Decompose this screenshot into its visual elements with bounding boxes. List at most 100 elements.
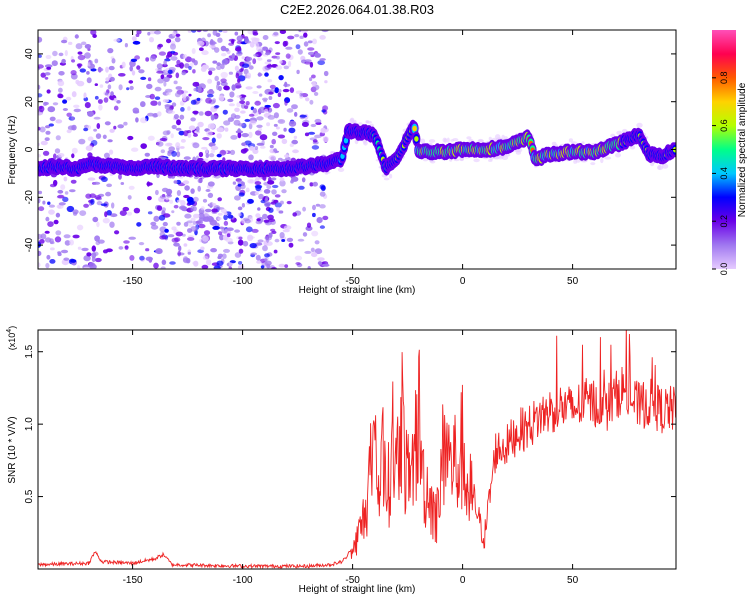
noise-mark [172,31,177,37]
noise-mark [242,240,249,247]
noise-mark [156,70,164,74]
noise-mark [320,127,327,134]
noise-mark [251,228,259,233]
noise-mark [289,87,295,93]
noise-mark [255,254,261,261]
noise-mark [167,69,173,75]
y-tick-label: 1.0 [24,417,35,431]
noise-mark [96,123,101,129]
noise-mark [256,260,262,264]
noise-mark [307,51,315,56]
noise-mark [92,34,97,38]
noise-mark [116,100,121,104]
noise-mark [283,225,292,230]
halo-mark [389,173,393,179]
noise-mark [154,30,161,35]
noise-mark [310,123,317,128]
noise-mark [256,85,262,89]
noise-mark [207,181,215,187]
noise-mark [66,129,72,134]
snr-y-axis-label: SNR (10 * V/V) [7,416,18,483]
snr-frame [37,329,677,570]
noise-mark [247,179,254,184]
noise-mark [94,195,102,200]
noise-mark [170,50,176,54]
noise-mark [97,67,104,72]
noise-mark [63,234,71,239]
colorbar-scale [712,30,736,269]
noise-mark [51,60,58,67]
halo-mark [443,138,448,143]
noise-mark [106,183,112,188]
noise-mark [275,55,280,60]
noise-mark [46,89,51,94]
noise-mark [188,66,192,70]
noise-mark [248,131,253,139]
noise-mark [163,81,167,87]
noise-mark [68,41,73,46]
noise-mark [131,36,137,41]
noise-mark [244,105,249,110]
noise-mark [161,207,167,212]
noise-mark [311,74,316,79]
noise-mark [175,127,182,131]
noise-mark [235,72,240,79]
noise-mark [169,199,174,204]
noise-mark [271,266,277,269]
noise-mark [240,181,245,187]
noise-mark [262,245,268,252]
noise-mark [210,217,215,222]
noise-mark [260,145,266,149]
noise-mark [286,237,294,242]
noise-mark [183,221,189,227]
noise-mark [302,206,306,212]
noise-mark [38,93,43,98]
noise-mark [178,130,185,136]
noise-mark [269,84,276,89]
halo-mark [488,136,492,141]
noise-mark [197,185,201,192]
noise-mark [269,144,274,149]
noise-mark [118,246,124,250]
noise-mark [263,189,271,194]
noise-mark [187,251,191,255]
noise-mark [140,117,148,124]
halo-mark [581,141,585,145]
noise-mark [190,217,196,222]
noise-mark [311,81,316,87]
noise-mark [193,213,200,219]
noise-mark [107,139,113,143]
noise-mark [212,115,219,120]
noise-mark [249,243,257,249]
noise-mark [317,261,323,266]
noise-mark [156,63,163,70]
noise-mark [90,198,95,205]
noise-mark [94,95,99,100]
noise-mark [286,200,292,205]
noise-mark [62,196,69,203]
noise-mark [221,227,228,234]
halo-mark [363,141,368,146]
noise-mark [78,138,86,145]
noise-mark [145,256,153,261]
noise-mark [207,123,216,130]
noise-mark [160,266,166,269]
noise-mark [228,42,235,46]
noise-mark [197,121,204,128]
noise-mark [279,180,286,187]
snr-panel: -150 -100 -50 0 50 0.5 1.0 1.5 Height of strai… [6,326,677,595]
noise-mark [77,51,83,55]
noise-mark [156,205,163,211]
noise-mark [307,40,313,44]
noise-mark [220,81,228,87]
noise-mark [299,35,305,39]
halo-mark [353,119,357,124]
noise-mark [291,139,299,145]
noise-mark [73,108,82,113]
noise-mark [201,264,209,269]
noise-mark [123,121,128,126]
x-tick-label: 50 [567,575,579,586]
noise-mark [99,84,104,88]
noise-mark [100,203,108,207]
noise-mark [164,228,169,233]
